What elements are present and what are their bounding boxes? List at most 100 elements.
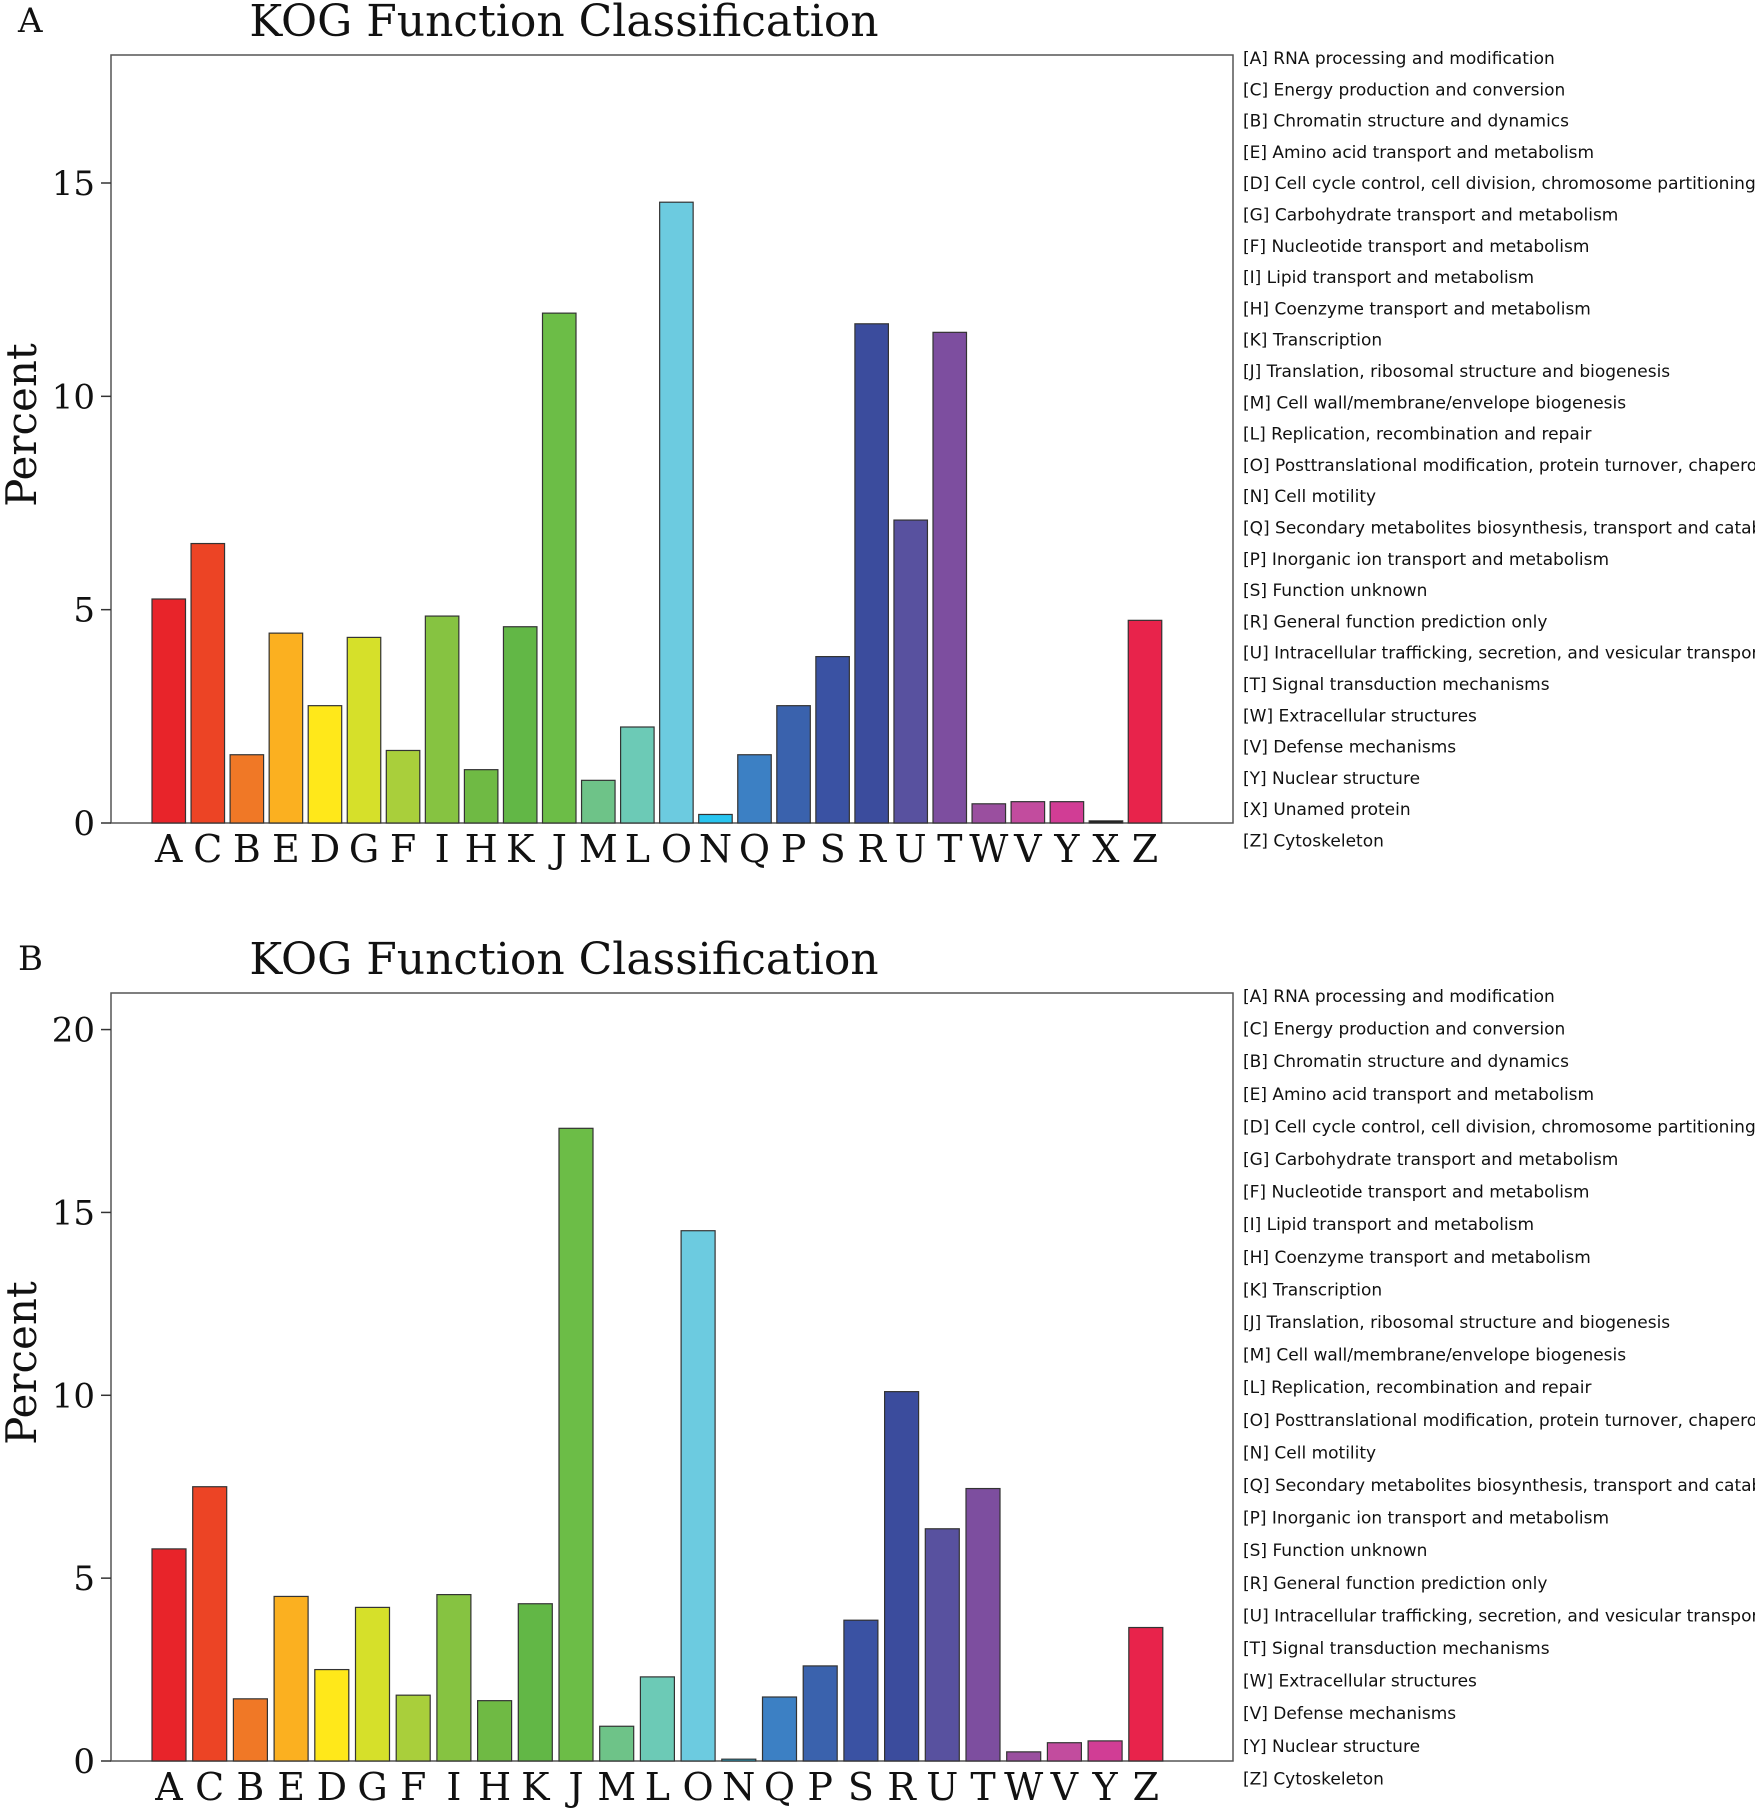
x-tick-label: Z [1133, 1765, 1159, 1809]
legend-entry: [D] Cell cycle control, cell division, c… [1243, 1117, 1755, 1137]
x-tick-label: S [848, 1765, 874, 1809]
legend-entry: [I] Lipid transport and metabolism [1243, 1215, 1534, 1235]
panel-a: A KOG Function Classification 0 5 10 15 Percen… [0, 0, 1755, 871]
legend-entry: [Y] Nuclear structure [1243, 1737, 1420, 1757]
x-tick-label: Q [739, 827, 770, 871]
legend-entry: [D] Cell cycle control, cell division, c… [1243, 174, 1755, 194]
x-tick-label: R [857, 827, 887, 871]
bar-G [346, 636, 382, 824]
bar-K [517, 1603, 553, 1762]
legend-entry: [G] Carbohydrate transport and metabolis… [1243, 1150, 1618, 1170]
bar-S [843, 1619, 879, 1762]
x-tick-label: A [154, 1765, 183, 1809]
bar-U [924, 1528, 960, 1762]
x-tick-label: K [506, 827, 535, 871]
legend-entry: [C] Energy production and conversion [1243, 1020, 1565, 1040]
bar-Y [1049, 801, 1085, 824]
y-axis-label: Percent [0, 1281, 46, 1445]
bar-S [815, 655, 850, 824]
bar-H [463, 769, 499, 824]
bar-E [273, 1595, 309, 1762]
x-tick-label: H [478, 1765, 511, 1809]
legend-entry: [X] Unamed protein [1243, 800, 1411, 820]
x-tick-label: E [272, 827, 300, 871]
x-tick-label: Y [1053, 827, 1080, 871]
bar-R [854, 323, 890, 824]
bar-B [232, 1698, 268, 1762]
x-tick-label: I [446, 1765, 461, 1809]
bar-M [580, 779, 616, 824]
legend-entry: [R] General function prediction only [1243, 612, 1547, 632]
x-tick-label: S [820, 827, 846, 871]
legend-entry: [P] Inorganic ion transport and metaboli… [1243, 550, 1609, 570]
legend-entry: [Q] Secondary metabolites biosynthesis, … [1243, 519, 1755, 539]
x-tick-label: Q [764, 1765, 795, 1809]
legend-entry: [F] Nucleotide transport and metabolism [1243, 1183, 1589, 1203]
bar-I [424, 615, 460, 824]
legend-entry: [N] Cell motility [1243, 487, 1376, 507]
legend-entry: [V] Defense mechanisms [1243, 738, 1456, 758]
legend-entry: [Z] Cytoskeleton [1243, 1769, 1384, 1789]
x-tick-label: C [193, 827, 222, 871]
bar-J [558, 1127, 594, 1762]
bar-D [307, 705, 343, 824]
x-tick-label: F [390, 827, 416, 871]
bar-K [502, 626, 538, 824]
legend-entry: [B] Chromatin structure and dynamics [1243, 1052, 1569, 1072]
x-tick-label: K [521, 1765, 550, 1809]
bar-C [190, 542, 226, 824]
x-tick-label: J [564, 1765, 583, 1809]
bar-N [698, 813, 733, 824]
legend-entry: [O] Posttranslational modification, prot… [1243, 1411, 1755, 1431]
x-tick-label: E [277, 1765, 305, 1809]
x-tick-label: L [645, 1765, 670, 1809]
x-tick-label: B [233, 827, 261, 871]
bar-O [680, 1230, 716, 1762]
legend-entry: [K] Transcription [1243, 1280, 1382, 1300]
x-tick-label: W [1004, 1765, 1043, 1809]
legend-entry: [L] Replication, recombination and repai… [1243, 1378, 1591, 1398]
bar-F [385, 749, 421, 824]
bar-P [776, 705, 811, 824]
y-tick-label: 10 [52, 377, 95, 417]
bar-R [883, 1391, 920, 1762]
chart-title: KOG Function Classification [249, 934, 878, 985]
x-tick-label: B [236, 1765, 264, 1809]
legend-entry: [C] Energy production and conversion [1243, 80, 1565, 100]
bar-O [659, 201, 694, 824]
legend-entry: [H] Coenzyme transport and metabolism [1243, 299, 1591, 319]
bar-Z [1127, 619, 1163, 824]
x-tick-label: I [435, 827, 450, 871]
bar-W [1006, 1751, 1042, 1762]
bar-E [268, 632, 304, 824]
legend-entry: [M] Cell wall/membrane/envelope biogenes… [1243, 1346, 1626, 1366]
legend-entry: [O] Posttranslational modification, prot… [1243, 456, 1755, 476]
legend-entry: [U] Intracellular trafficking, secretion… [1243, 644, 1755, 664]
y-tick-label: 0 [73, 1742, 95, 1782]
x-tick-label: N [722, 1765, 755, 1809]
x-tick-label: D [317, 1765, 347, 1809]
bar-F [395, 1694, 431, 1762]
bar-I [436, 1593, 472, 1762]
bar-V [1046, 1742, 1083, 1762]
bar-Q [761, 1696, 798, 1762]
bar-G [354, 1606, 391, 1762]
legend-entry: [I] Lipid transport and metabolism [1243, 268, 1534, 288]
bar-V [1010, 801, 1046, 824]
x-tick-label: L [625, 827, 650, 871]
legend-entry: [J] Translation, ribosomal structure and… [1243, 362, 1670, 382]
y-tick-label: 5 [73, 1559, 95, 1599]
bar-L [619, 726, 655, 824]
x-tick-label: D [310, 827, 340, 871]
legend-entry: [K] Transcription [1243, 331, 1382, 351]
legend-entry: [E] Amino acid transport and metabolism [1243, 1085, 1594, 1105]
bar-P [802, 1665, 838, 1762]
legend-entry: [T] Signal transduction mechanisms [1243, 1639, 1550, 1659]
legend-entry: [U] Intracellular trafficking, secretion… [1243, 1606, 1755, 1626]
bar-Y [1087, 1740, 1123, 1762]
panel-label: B [18, 939, 43, 979]
y-tick-label: 5 [73, 591, 95, 631]
legend-entry: [L] Replication, recombination and repai… [1243, 425, 1591, 445]
bar-T [965, 1487, 1001, 1762]
